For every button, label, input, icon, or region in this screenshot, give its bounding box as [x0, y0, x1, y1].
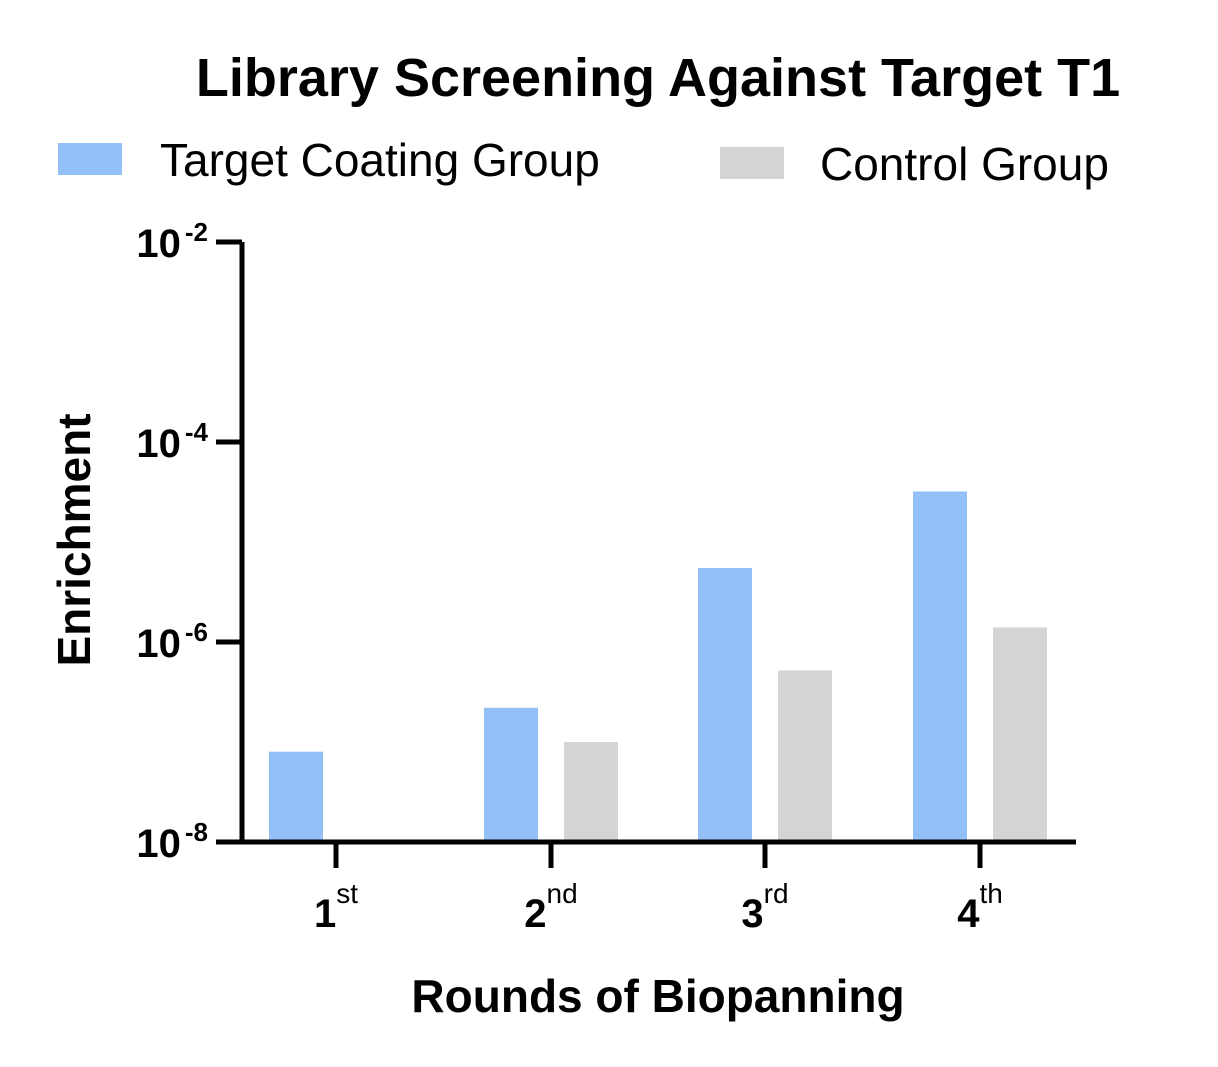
bar-target-coating-2nd: [484, 707, 538, 842]
y-tick-label--4: 10 -4: [136, 417, 208, 466]
plot-area: 10-8 10-6 10-4 10 -2 1st 2nd 3rd 4th: [136, 217, 1076, 936]
y-tick-label--2: 10 -2: [136, 217, 208, 266]
x-axis-label: Rounds of Biopanning: [411, 970, 904, 1022]
x-tick-label-1st: 1st: [314, 878, 358, 936]
bar-control-3rd: [778, 670, 832, 842]
bar-control-2nd: [564, 742, 618, 842]
y-axis-label: Enrichment: [48, 413, 100, 666]
legend-swatch-control: [720, 147, 784, 179]
bar-target-coating-4th: [913, 491, 967, 842]
legend: Target Coating Group Control Group: [58, 134, 1109, 190]
y-tick-label--6: 10 -6: [136, 617, 208, 666]
legend-swatch-target-coating: [58, 143, 122, 175]
legend-label-target-coating: Target Coating Group: [160, 134, 600, 186]
y-tick-label--8: 10 -8: [136, 817, 208, 866]
x-tick-label-4th: 4th: [957, 878, 1003, 936]
bar-target-coating-3rd: [698, 567, 752, 842]
bar-control-4th: [993, 627, 1047, 842]
x-tick-label-2nd: 2nd: [524, 878, 577, 936]
chart-title: Library Screening Against Target T1: [196, 48, 1120, 108]
legend-label-control: Control Group: [820, 138, 1109, 190]
x-tick-label-3rd: 3rd: [741, 878, 788, 936]
bar-target-coating-1st: [269, 751, 323, 842]
